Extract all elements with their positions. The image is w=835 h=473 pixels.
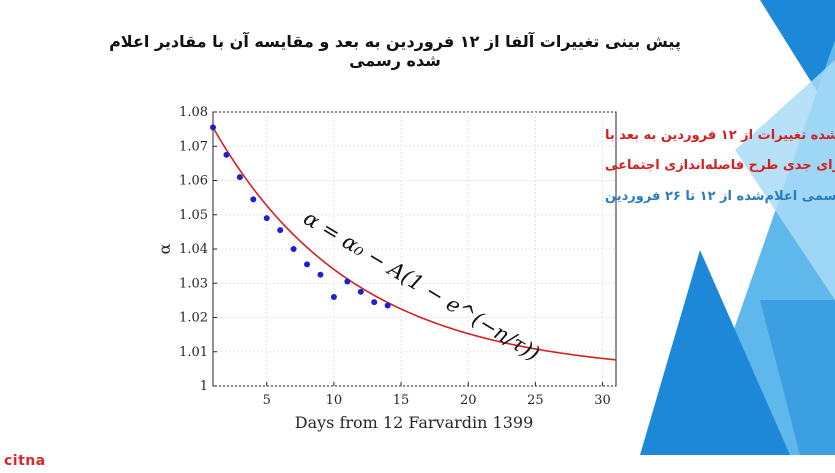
data-point [317, 271, 324, 278]
y-tick-label: 1.03 [179, 276, 208, 291]
legend: ۱- الگوی پیش‌بینی‌شده تغییرات از ۱۲ فرور… [605, 127, 835, 204]
slide-title: پیش بینی تغییرات آلفا از ۱۲ فروردین به ب… [109, 32, 681, 70]
data-point [263, 215, 270, 222]
y-axis-title: α [155, 243, 174, 254]
x-tick-label: 30 [594, 393, 611, 408]
y-tick-label: 1.06 [179, 174, 208, 189]
data-point [223, 151, 230, 158]
legend-line-3: ۲- مقادیر رسمی اعلام‌شده از ۱۲ تا ۲۶ فرو… [605, 189, 835, 204]
citna-logo: citna [4, 453, 46, 469]
data-point [357, 288, 364, 295]
data-point [250, 196, 257, 203]
axes: 5 10 15 20 25 30 1 1.01 1.02 1.03 1.04 1.05 1.06 1.07… [179, 105, 611, 408]
data-point [384, 302, 391, 309]
x-tick-label: 15 [393, 393, 410, 408]
x-tick-label: 10 [326, 393, 343, 408]
y-tick-label: 1.07 [179, 139, 208, 154]
shard-right [760, 300, 835, 455]
data-point [236, 174, 243, 181]
x-tick-label: 20 [460, 393, 477, 408]
data-point [330, 293, 337, 300]
x-tick-label: 5 [263, 393, 271, 408]
data-point [210, 124, 216, 131]
data-point [290, 246, 297, 252]
x-axis-title: Days from 12 Farvardin 1399 [295, 413, 534, 432]
legend-line-1: ۱- الگوی پیش‌بینی‌شده تغییرات از ۱۲ فرور… [605, 127, 835, 143]
series [210, 124, 617, 361]
y-tick-label: 1 [200, 379, 208, 394]
data-point [304, 261, 311, 268]
data-point [371, 299, 378, 306]
shard-dark [640, 250, 790, 455]
y-tick-label: 1.02 [179, 311, 208, 326]
y-tick-label: 1.05 [179, 208, 208, 223]
legend-line-2: فرض اجرای جدی طرح فاصله‌اندازی اجتماعی [605, 158, 835, 173]
y-tick-label: 1.01 [179, 345, 208, 360]
y-tick-label: 1.04 [179, 242, 208, 257]
data-point [344, 278, 351, 285]
data-point [277, 227, 284, 234]
grid [213, 111, 616, 387]
x-tick-label: 25 [527, 393, 544, 408]
y-tick-label: 1.08 [179, 105, 208, 120]
model-curve [212, 127, 617, 361]
shard-light [735, 60, 835, 300]
